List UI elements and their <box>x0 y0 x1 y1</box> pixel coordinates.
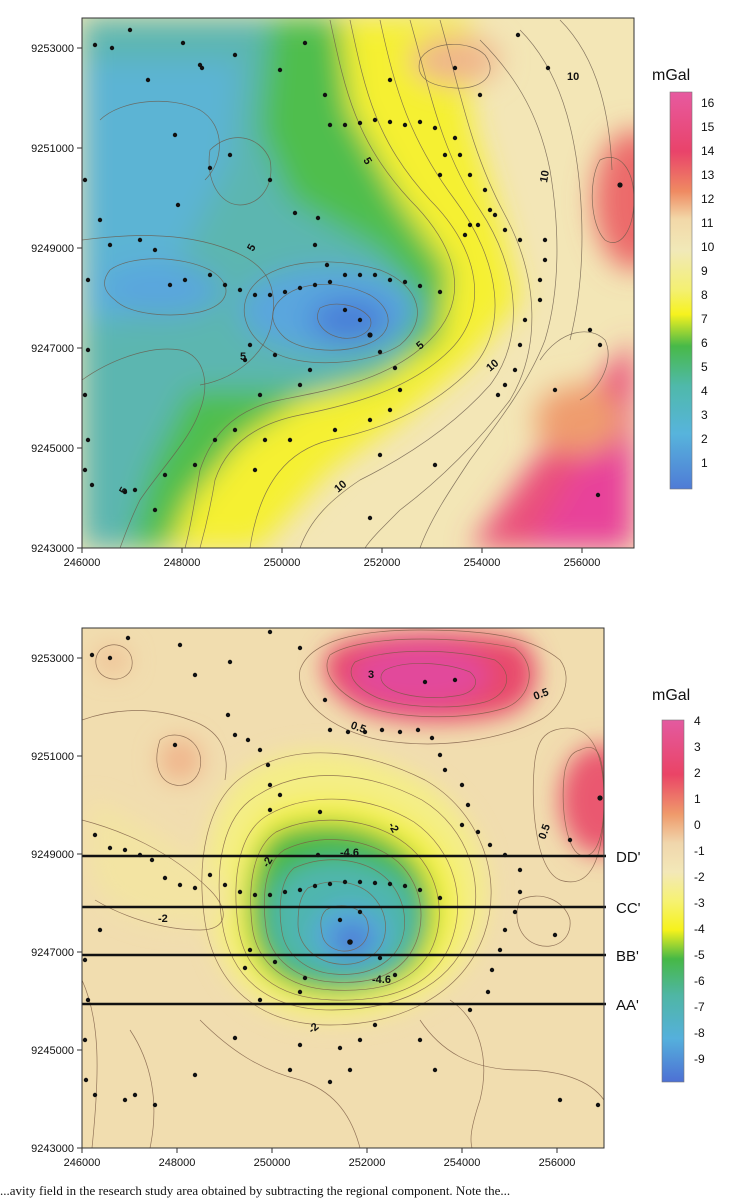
y-tick-label: 9251000 <box>31 143 74 155</box>
y-tick-label: 9247000 <box>31 947 74 959</box>
bottom-contours <box>82 629 604 1148</box>
colorbar-unit: mGal <box>652 67 690 84</box>
bottom-map-frame <box>81 627 605 1149</box>
y-tick-label: 9251000 <box>31 751 74 763</box>
top-map-frame <box>81 17 635 549</box>
y-tick-label: 9253000 <box>31 43 74 55</box>
colorbar-unit: mGal <box>652 687 690 704</box>
top-y-axis: 9253000 9251000 9249000 9247000 9245000 … <box>31 43 82 555</box>
colorbar-tick: -7 <box>694 1000 705 1014</box>
bottom-y-axis: 9253000 9251000 9249000 9247000 9245000 … <box>31 653 82 1155</box>
colorbar-tick: 14 <box>701 144 715 158</box>
contour-label: -4.6 <box>372 974 391 986</box>
colorbar-tick: -4 <box>694 922 705 936</box>
y-tick-label: 9243000 <box>31 1143 74 1155</box>
profile-lines: DD' CC' BB' AA' <box>82 849 641 1014</box>
y-tick-label: 9249000 <box>31 243 74 255</box>
contour-label: 5 <box>117 485 130 496</box>
contour-label: 5 <box>360 156 373 167</box>
colorbar-tick: 9 <box>701 264 708 278</box>
top-map-field: 10 10 10 10 5 5 5 5 5 <box>82 18 634 548</box>
x-tick-label: 252000 <box>349 1157 386 1169</box>
bottom-x-axis: 246000 248000 250000 252000 254000 25600… <box>64 1148 576 1169</box>
colorbar-tick: 16 <box>701 96 715 110</box>
bottom-map-svg: 3 0.5 0.5 0.5 -2 -2 -2 -4.6 -2 -4.6 DD' … <box>31 627 705 1169</box>
y-tick-label: 9243000 <box>31 543 74 555</box>
colorbar-tick: 3 <box>694 740 701 754</box>
y-tick-label: 9249000 <box>31 849 74 861</box>
contour-label: 0.5 <box>537 823 554 841</box>
x-tick-label: 250000 <box>264 557 301 569</box>
colorbar-tick: 1 <box>694 792 701 806</box>
profile-label-bb: BB' <box>616 948 639 965</box>
residual-gravity-map-bottom: 3 0.5 0.5 0.5 -2 -2 -2 -4.6 -2 -4.6 DD' … <box>0 600 742 1180</box>
profile-label-cc: CC' <box>616 900 641 917</box>
top-colorbar: mGal 16 15 14 13 12 11 10 9 8 7 6 5 4 3 … <box>652 67 715 490</box>
bottom-contour-labels: 3 0.5 0.5 0.5 -2 -2 -2 -4.6 -2 -4.6 <box>158 669 553 1036</box>
colorbar-ramp <box>661 719 685 1083</box>
colorbar-tick: -2 <box>694 870 705 884</box>
colorbar-tick: -3 <box>694 896 705 910</box>
contour-label: -2 <box>158 913 168 925</box>
colorbar-tick: -8 <box>694 1026 705 1040</box>
top-stations <box>82 27 623 521</box>
colorbar-tick: 2 <box>694 766 701 780</box>
colorbar-tick: 5 <box>701 360 708 374</box>
colorbar-tick: 6 <box>701 336 708 350</box>
colorbar-tick: 8 <box>701 288 708 302</box>
profile-label-aa: AA' <box>616 997 639 1014</box>
figure-caption: ...avity field in the research study are… <box>0 1183 511 1198</box>
colorbar-tick: 13 <box>701 168 715 182</box>
y-tick-label: 9247000 <box>31 343 74 355</box>
colorbar-tick: 10 <box>701 240 715 254</box>
contour-label: 0.5 <box>349 720 367 737</box>
x-tick-label: 248000 <box>159 1157 196 1169</box>
colorbar-tick: -6 <box>694 974 705 988</box>
x-tick-label: 248000 <box>164 557 201 569</box>
top-contours <box>82 19 634 548</box>
contour-label: 0.5 <box>532 686 550 703</box>
colorbar-tick: 2 <box>701 432 708 446</box>
contour-label: 10 <box>538 169 552 183</box>
contour-label: 5 <box>240 351 246 363</box>
colorbar-tick: 7 <box>701 312 708 326</box>
residual-gravity-map-top: 10 10 10 10 5 5 5 5 5 246000 248000 2500… <box>0 0 742 580</box>
colorbar-tick: 15 <box>701 120 715 134</box>
x-tick-label: 256000 <box>539 1157 576 1169</box>
contour-label: 5 <box>245 242 258 253</box>
x-tick-label: 246000 <box>64 1157 101 1169</box>
colorbar-tick: 4 <box>694 714 701 728</box>
bottom-colorbar: mGal 4 3 2 1 0 -1 -2 -3 -4 -5 -6 -7 -8 -… <box>652 687 705 1083</box>
y-tick-label: 9245000 <box>31 443 74 455</box>
y-tick-label: 9245000 <box>31 1045 74 1057</box>
colorbar-ramp <box>669 91 693 490</box>
colorbar-tick: 4 <box>701 384 708 398</box>
contour-label: 10 <box>567 71 579 83</box>
x-tick-label: 254000 <box>464 557 501 569</box>
colorbar-tick: 11 <box>701 216 714 230</box>
colorbar-tick: 3 <box>701 408 708 422</box>
x-tick-label: 246000 <box>64 557 101 569</box>
top-x-axis: 246000 248000 250000 252000 254000 25600… <box>64 548 601 569</box>
y-tick-label: 9253000 <box>31 653 74 665</box>
x-tick-label: 252000 <box>364 557 401 569</box>
colorbar-tick: -5 <box>694 948 705 962</box>
bottom-map-field: 3 0.5 0.5 0.5 -2 -2 -2 -4.6 -2 -4.6 <box>82 628 604 1148</box>
x-tick-label: 256000 <box>564 557 601 569</box>
colorbar-tick: 1 <box>701 456 708 470</box>
x-tick-label: 254000 <box>444 1157 481 1169</box>
profile-label-dd: DD' <box>616 849 641 866</box>
colorbar-tick: 12 <box>701 192 715 206</box>
colorbar-tick: -1 <box>694 844 705 858</box>
colorbar-tick: 0 <box>694 818 701 832</box>
top-map-svg: 10 10 10 10 5 5 5 5 5 246000 248000 2500… <box>31 17 715 569</box>
x-tick-label: 250000 <box>254 1157 291 1169</box>
contour-label: 3 <box>368 669 374 681</box>
colorbar-tick: -9 <box>694 1052 705 1066</box>
